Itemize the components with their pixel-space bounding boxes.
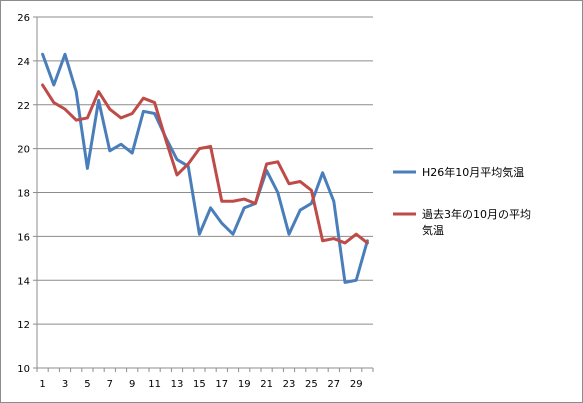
- x-tick-label: 29: [350, 379, 363, 390]
- x-tick-labels: 1 3 5 7 9 11 13 15 17 19 21 23 25 27 29: [39, 379, 362, 390]
- y-tick-labels: 10 12 14 16 18 20 22 24 26: [17, 13, 30, 375]
- legend-item-series-1: H26年10月平均気温: [393, 165, 524, 179]
- x-tick-label: 21: [260, 379, 273, 390]
- legend-label-series-1: H26年10月平均気温: [422, 165, 524, 179]
- x-tick-label: 23: [283, 379, 296, 390]
- legend: H26年10月平均気温 過去3年の10月の平均 気温: [393, 165, 531, 237]
- y-tick-label: 12: [17, 320, 30, 331]
- axes: [33, 16, 374, 372]
- legend-item-series-2: 過去3年の10月の平均 気温: [393, 207, 531, 237]
- x-tick-label: 1: [39, 379, 45, 390]
- y-tick-label: 26: [17, 13, 30, 24]
- x-tick-label: 19: [238, 379, 251, 390]
- x-tick-label: 17: [215, 379, 228, 390]
- x-tick-label: 13: [171, 379, 184, 390]
- series-line-2: [41, 83, 369, 245]
- y-tick-label: 16: [17, 232, 30, 243]
- series-lines: [41, 52, 369, 284]
- x-tick-label: 9: [129, 379, 135, 390]
- y-tick-label: 22: [17, 101, 30, 112]
- x-tick-label: 15: [193, 379, 206, 390]
- x-tick-label: 5: [84, 379, 90, 390]
- legend-label-series-2-line-2: 気温: [422, 223, 444, 237]
- y-tick-label: 10: [17, 364, 30, 375]
- y-tick-label: 20: [17, 145, 30, 156]
- y-tick-label: 18: [17, 189, 30, 200]
- legend-label-series-2: 過去3年の10月の平均: [422, 207, 531, 221]
- x-tick-label: 11: [148, 379, 161, 390]
- x-tick-label: 7: [107, 379, 113, 390]
- y-tick-label: 24: [17, 57, 30, 68]
- gridlines: [37, 16, 373, 325]
- x-tick-label: 25: [305, 379, 318, 390]
- x-tick-label: 27: [327, 379, 340, 390]
- y-tick-label: 14: [17, 276, 30, 287]
- series-line-1: [41, 52, 369, 284]
- x-tick-label: 3: [62, 379, 68, 390]
